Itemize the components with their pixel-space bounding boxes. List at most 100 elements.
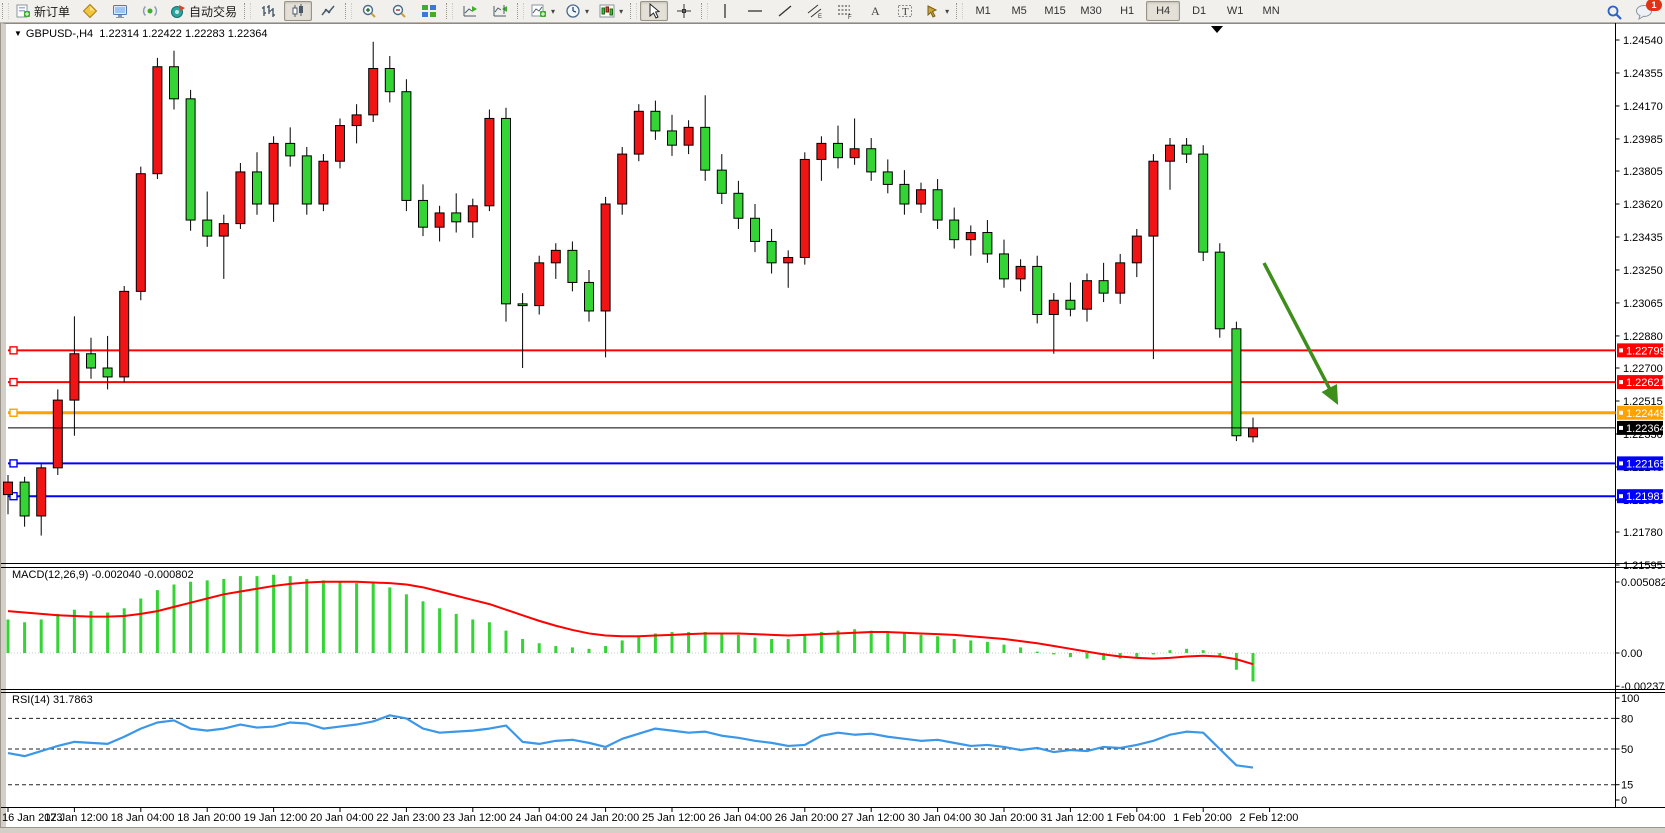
toolbar-grip — [517, 3, 525, 19]
svg-text:A: A — [871, 4, 880, 18]
bar-chart-icon — [260, 3, 276, 19]
timeframe-d1-button[interactable]: D1 — [1192, 5, 1207, 17]
arrows-tool-button[interactable]: ▾ — [921, 1, 953, 21]
timeframe-h1-button[interactable]: H1 — [1120, 5, 1135, 17]
axis-label-anchor — [1619, 425, 1623, 430]
candle-bull — [683, 126, 694, 146]
toolbar-grip — [244, 3, 252, 19]
candle-bull — [799, 158, 810, 258]
candle-bear — [202, 219, 213, 237]
hline-anchor[interactable] — [9, 346, 18, 355]
timeframe-m15-button[interactable]: M15 — [1044, 5, 1066, 17]
symbol-dropdown-icon[interactable]: ▼ — [14, 29, 22, 38]
vertical-line-tool-button[interactable] — [711, 1, 739, 21]
timeframe-m5-button[interactable]: M5 — [1011, 5, 1027, 17]
hline-anchor[interactable] — [9, 408, 18, 417]
rsi-axis-label: 15 — [1621, 780, 1633, 792]
price-tick-label: 1.22700 — [1623, 363, 1663, 375]
cursor-tool-button[interactable] — [640, 1, 669, 21]
auto-trading-label: 自动交易 — [189, 4, 238, 19]
templates-button[interactable]: ▾ — [595, 1, 627, 21]
trendline-tool-button[interactable] — [771, 1, 799, 21]
macd-axis-label: 0.005082 — [1621, 577, 1665, 589]
candle-bear — [716, 169, 727, 194]
candle-bear — [1214, 251, 1225, 330]
candle-bull — [1048, 299, 1059, 316]
candle-bear — [667, 130, 677, 146]
candle-bull — [1082, 280, 1092, 310]
chart-shift-marker[interactable] — [1211, 26, 1223, 33]
axis-label-anchor — [1619, 410, 1623, 415]
timeframe-m1-button[interactable]: M1 — [975, 5, 991, 17]
gbpusd-h4-chart[interactable]: 1.24540 1.24355 1.24170 1.23985 1.23805 1.236… — [0, 23, 1665, 833]
candle-bear — [86, 353, 96, 369]
axis-price-label[interactable] — [1617, 456, 1663, 471]
terminal-button[interactable] — [106, 1, 134, 21]
dropdown-caret-icon: ▾ — [551, 6, 556, 16]
axis-price-label[interactable] — [1617, 375, 1663, 390]
auto-scroll-button[interactable] — [456, 1, 484, 21]
candlestick-chart-button[interactable] — [284, 1, 313, 21]
new-order-button[interactable]: 新订单 — [12, 1, 74, 21]
chart-shift-button[interactable] — [486, 1, 514, 21]
price-tick-label: 1.21595 — [1623, 560, 1663, 572]
axis-price-label[interactable] — [1617, 420, 1663, 435]
candle-bear — [700, 126, 711, 171]
timeframe-w1-button[interactable]: W1 — [1226, 5, 1244, 17]
candle-bear — [932, 189, 943, 221]
auto-trading-button[interactable]: 自动交易 — [166, 1, 241, 21]
hline-anchor[interactable] — [9, 459, 18, 468]
candle-bull — [434, 212, 445, 228]
time-axis-label: 24 Jan 20:00 — [576, 812, 640, 824]
chart-window: 1.24540 1.24355 1.24170 1.23985 1.23805 1.236… — [0, 23, 1665, 833]
quote-bar[interactable]: ▼ GBPUSD-,H4 1.22314 1.22422 1.22283 1.22… — [14, 28, 268, 40]
notifications-button[interactable]: 1 — [1630, 0, 1662, 22]
candle-bull — [600, 203, 611, 312]
timeframe-mn-button[interactable]: MN — [1262, 5, 1280, 17]
axis-price-label[interactable] — [1617, 343, 1663, 358]
periods-button[interactable]: ▾ — [561, 1, 593, 21]
hline-anchor[interactable] — [9, 491, 18, 501]
fibonacci-tool-button[interactable]: F — [831, 1, 859, 21]
candle-bull — [534, 262, 545, 307]
search-button[interactable] — [1600, 2, 1628, 22]
zoom-out-button[interactable] — [385, 1, 413, 21]
toolbar-grip — [701, 3, 709, 19]
zoom-out-icon — [391, 3, 407, 19]
quote-high: 1.22422 — [142, 28, 182, 40]
hline-anchor[interactable] — [9, 377, 18, 387]
timeframe-m30-button[interactable]: M30 — [1080, 5, 1102, 17]
price-tick-label: 1.21780 — [1623, 527, 1663, 539]
time-axis-label: 30 Jan 04:00 — [908, 812, 972, 824]
main-toolbar: 新订单 自动交易 — [0, 0, 1665, 23]
axis-price-label[interactable] — [1617, 489, 1663, 504]
candle-bear — [418, 199, 428, 228]
horizontal-line-tool-button[interactable] — [741, 1, 769, 21]
channel-tool-button[interactable]: E — [801, 1, 829, 21]
line-chart-button[interactable] — [314, 1, 342, 21]
crosshair-tool-button[interactable] — [670, 1, 698, 21]
metaquotes-button[interactable] — [76, 1, 104, 21]
axis-price-label[interactable] — [1617, 405, 1663, 420]
signal-button[interactable] — [136, 1, 164, 21]
tile-windows-button[interactable] — [415, 1, 443, 21]
toolbar-grip — [956, 3, 964, 19]
timeframe-h4-button[interactable]: H4 — [1146, 1, 1181, 21]
clock-icon — [565, 3, 581, 19]
text-label-tool-button[interactable]: T — [891, 1, 919, 21]
monitor-icon — [112, 3, 128, 19]
text-tool-button[interactable]: A — [861, 1, 889, 21]
svg-text:T: T — [902, 6, 909, 18]
candle-bear — [650, 110, 661, 132]
candle-bear — [1032, 265, 1043, 316]
time-axis-label: 20 Jan 04:00 — [310, 812, 374, 824]
text-icon: A — [867, 3, 883, 19]
indicators-button[interactable]: ▾ — [527, 1, 559, 21]
down-arrow-annotation[interactable] — [1262, 262, 1339, 406]
candle-bear — [999, 253, 1009, 280]
price-tick-label: 1.23065 — [1623, 298, 1663, 310]
bar-chart-button[interactable] — [254, 1, 282, 21]
zoom-in-button[interactable] — [355, 1, 383, 21]
axis-label-anchor — [1619, 348, 1623, 353]
rsi-line — [7, 714, 1254, 769]
